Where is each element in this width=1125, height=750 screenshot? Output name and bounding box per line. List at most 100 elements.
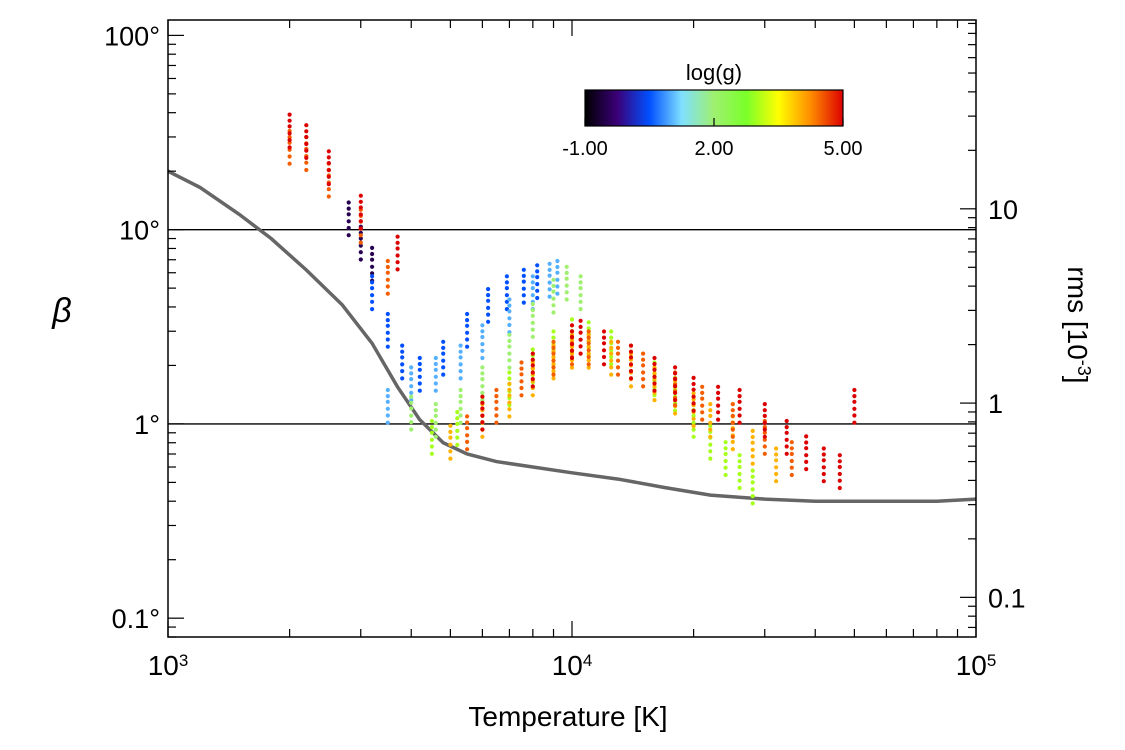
data-point [385, 318, 390, 323]
data-point [530, 274, 535, 279]
data-point [494, 406, 499, 411]
data-point [615, 358, 621, 363]
data-point [789, 458, 794, 464]
data-point [641, 370, 646, 375]
data-point [504, 274, 509, 279]
data-point [750, 454, 755, 459]
right-axis-label: rms [10-3] [1062, 266, 1094, 383]
data-point [774, 452, 779, 457]
data-point [628, 355, 634, 360]
data-point [409, 427, 414, 432]
data-point [409, 400, 414, 405]
data-point [716, 396, 721, 401]
data-point [586, 348, 591, 353]
x-tick-label-exponent: 3 [179, 651, 188, 670]
data-point [519, 379, 524, 384]
data-point [358, 226, 363, 231]
y-tick-label: 100° [104, 21, 160, 51]
data-point [486, 319, 491, 324]
data-point [521, 293, 526, 298]
data-point [346, 212, 351, 217]
data-point [691, 394, 696, 399]
data-point [465, 344, 470, 349]
data-point [358, 233, 363, 238]
data-point [409, 390, 414, 395]
data-point [737, 464, 742, 470]
data-point [480, 371, 485, 376]
data-point [519, 360, 524, 365]
data-point [578, 330, 583, 335]
data-point [609, 372, 614, 377]
data-point [304, 123, 309, 128]
data-point [346, 219, 351, 224]
data-point [504, 293, 509, 298]
data-point [564, 270, 569, 275]
data-point [628, 362, 634, 367]
data-point [551, 358, 556, 363]
data-point [448, 456, 453, 461]
data-point [673, 365, 678, 370]
data-point [750, 474, 755, 479]
data-point [465, 337, 470, 342]
data-point [370, 293, 375, 298]
data-point [555, 291, 560, 296]
data-point [486, 287, 491, 292]
data-point [409, 384, 414, 389]
data-point [535, 269, 540, 274]
data-point [804, 453, 809, 458]
data-point [586, 335, 591, 340]
colorbar-tick-label: 5.00 [824, 138, 863, 160]
data-point [586, 358, 591, 363]
data-point [708, 442, 713, 447]
data-point [358, 236, 363, 241]
data-point [530, 377, 535, 382]
x-axis-label: Temperature [K] [468, 701, 667, 732]
data-point [852, 420, 857, 425]
data-point [433, 434, 438, 439]
data-point [641, 377, 646, 382]
data-point [774, 479, 779, 484]
data-point [507, 414, 512, 419]
data-point [507, 303, 512, 308]
data-point [821, 465, 826, 470]
data-point [708, 402, 713, 407]
data-point [691, 375, 696, 380]
data-point [852, 387, 857, 393]
data-point [370, 307, 375, 312]
data-point [789, 446, 794, 451]
data-point [433, 374, 438, 379]
data-point [287, 161, 292, 166]
right-axis-label-exponent: -3 [1074, 360, 1094, 376]
data-point [708, 423, 713, 428]
data-point [358, 205, 363, 210]
data-point [494, 420, 499, 425]
data-point [304, 160, 309, 165]
data-point [762, 402, 767, 407]
data-point [700, 390, 705, 395]
data-point [458, 362, 463, 367]
data-point [601, 348, 607, 353]
data-point [370, 264, 375, 269]
data-point [691, 434, 696, 439]
data-point [569, 362, 575, 367]
data-point [417, 381, 422, 386]
data-point [551, 355, 556, 360]
scatter-points [287, 112, 857, 506]
data-point [326, 149, 331, 154]
data-point [395, 253, 400, 258]
data-point [304, 141, 309, 147]
data-point [409, 413, 414, 418]
data-point [673, 384, 678, 389]
data-point [287, 145, 292, 150]
data-point [569, 334, 575, 340]
data-point [652, 371, 657, 376]
data-point [486, 312, 491, 317]
data-point [535, 282, 540, 287]
data-point [448, 449, 453, 454]
data-point [458, 369, 463, 374]
data-point [358, 257, 363, 262]
data-point [448, 442, 453, 447]
data-point [480, 406, 485, 411]
data-point [287, 112, 292, 117]
